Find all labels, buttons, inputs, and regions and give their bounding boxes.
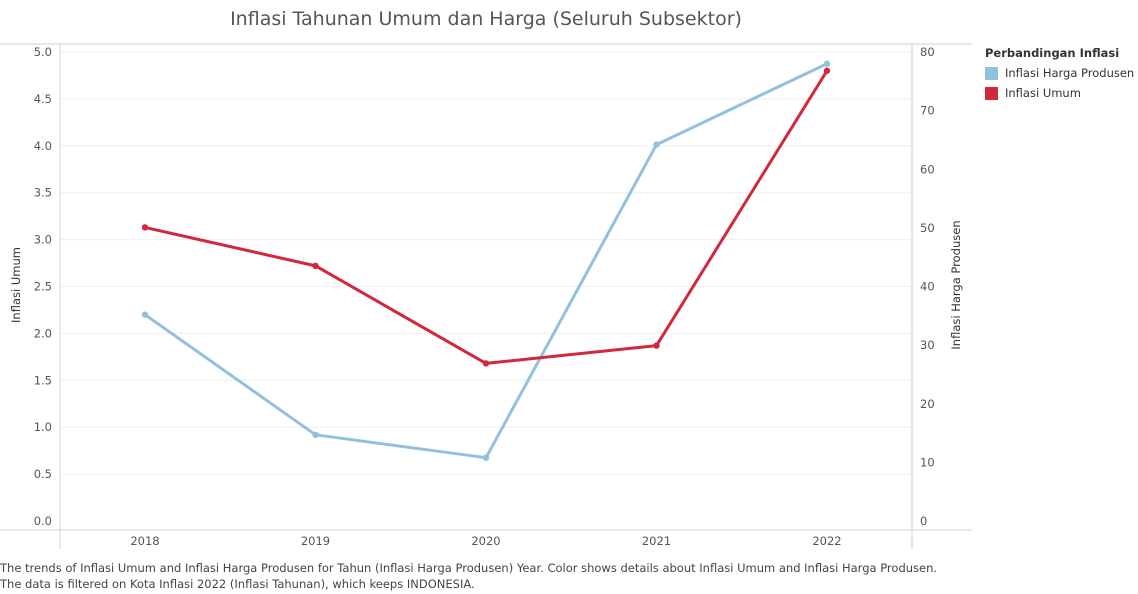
y-right-tick-label: 80 [920,45,935,59]
data-point-inflasi-harga-produsen[interactable] [142,311,148,317]
y-right-tick-label: 10 [920,455,935,469]
y-right-tick-label: 30 [920,338,935,352]
y-left-tick-label: 0.0 [34,514,52,528]
data-point-inflasi-harga-produsen[interactable] [483,454,489,460]
legend-label-umum: Inflasi Umum [1005,86,1081,100]
y-right-tick-label: 70 [920,104,935,118]
y-left-tick-label: 2.0 [34,326,52,340]
y-right-tick-label: 40 [920,280,935,294]
chart-caption: The trends of Inflasi Umum and Inflasi H… [0,560,960,592]
y-left-tick-label: 1.5 [34,373,52,387]
series-line-inflasi-harga-produsen[interactable] [145,64,827,458]
data-point-inflasi-harga-produsen[interactable] [312,432,318,438]
y-left-tick-label: 3.5 [34,186,52,200]
y-axis-right-title: Inflasi Harga Produsen [949,220,963,349]
data-point-inflasi-umum[interactable] [483,360,489,366]
y-left-tick-label: 3.0 [34,233,52,247]
legend-label-harga-produsen: Inflasi Harga Produsen [1005,66,1134,80]
legend-title: Perbandingan Inflasi [985,46,1134,60]
data-point-inflasi-harga-produsen[interactable] [824,61,830,67]
legend-item-umum[interactable]: Inflasi Umum [985,86,1134,100]
legend-item-harga-produsen[interactable]: Inflasi Harga Produsen [985,66,1134,80]
y-left-tick-label: 4.5 [34,92,52,106]
data-point-inflasi-umum[interactable] [653,342,659,348]
x-tick-label: 2019 [301,534,330,548]
x-tick-label: 2018 [130,534,159,548]
y-axis-left-title: Inflasi Umum [9,247,23,323]
y-right-tick-label: 60 [920,162,935,176]
x-tick-label: 2021 [642,534,671,548]
y-right-tick-label: 20 [920,397,935,411]
series-line-inflasi-umum[interactable] [145,71,827,364]
legend-swatch-umum [985,87,998,100]
data-point-inflasi-umum[interactable] [824,68,830,74]
y-right-tick-label: 0 [920,514,927,528]
y-left-tick-label: 4.0 [34,139,52,153]
legend-swatch-harga-produsen [985,67,998,80]
y-left-tick-label: 1.0 [34,420,52,434]
y-left-tick-label: 0.5 [34,467,52,481]
y-left-tick-label: 2.5 [34,280,52,294]
chart-svg: 0.0 0.5 1.0 1.5 2.0 2.5 3.0 3.5 4.0 4.5 5.0 0 10 20 3… [0,0,972,560]
x-tick-label: 2022 [812,534,841,548]
x-tick-label: 2020 [471,534,500,548]
legend: Perbandingan Inflasi Inflasi Harga Produ… [985,46,1134,106]
data-point-inflasi-umum[interactable] [142,224,148,230]
data-point-inflasi-harga-produsen[interactable] [653,141,659,147]
y-right-tick-label: 50 [920,221,935,235]
data-point-inflasi-umum[interactable] [312,263,318,269]
y-left-tick-label: 5.0 [34,45,52,59]
